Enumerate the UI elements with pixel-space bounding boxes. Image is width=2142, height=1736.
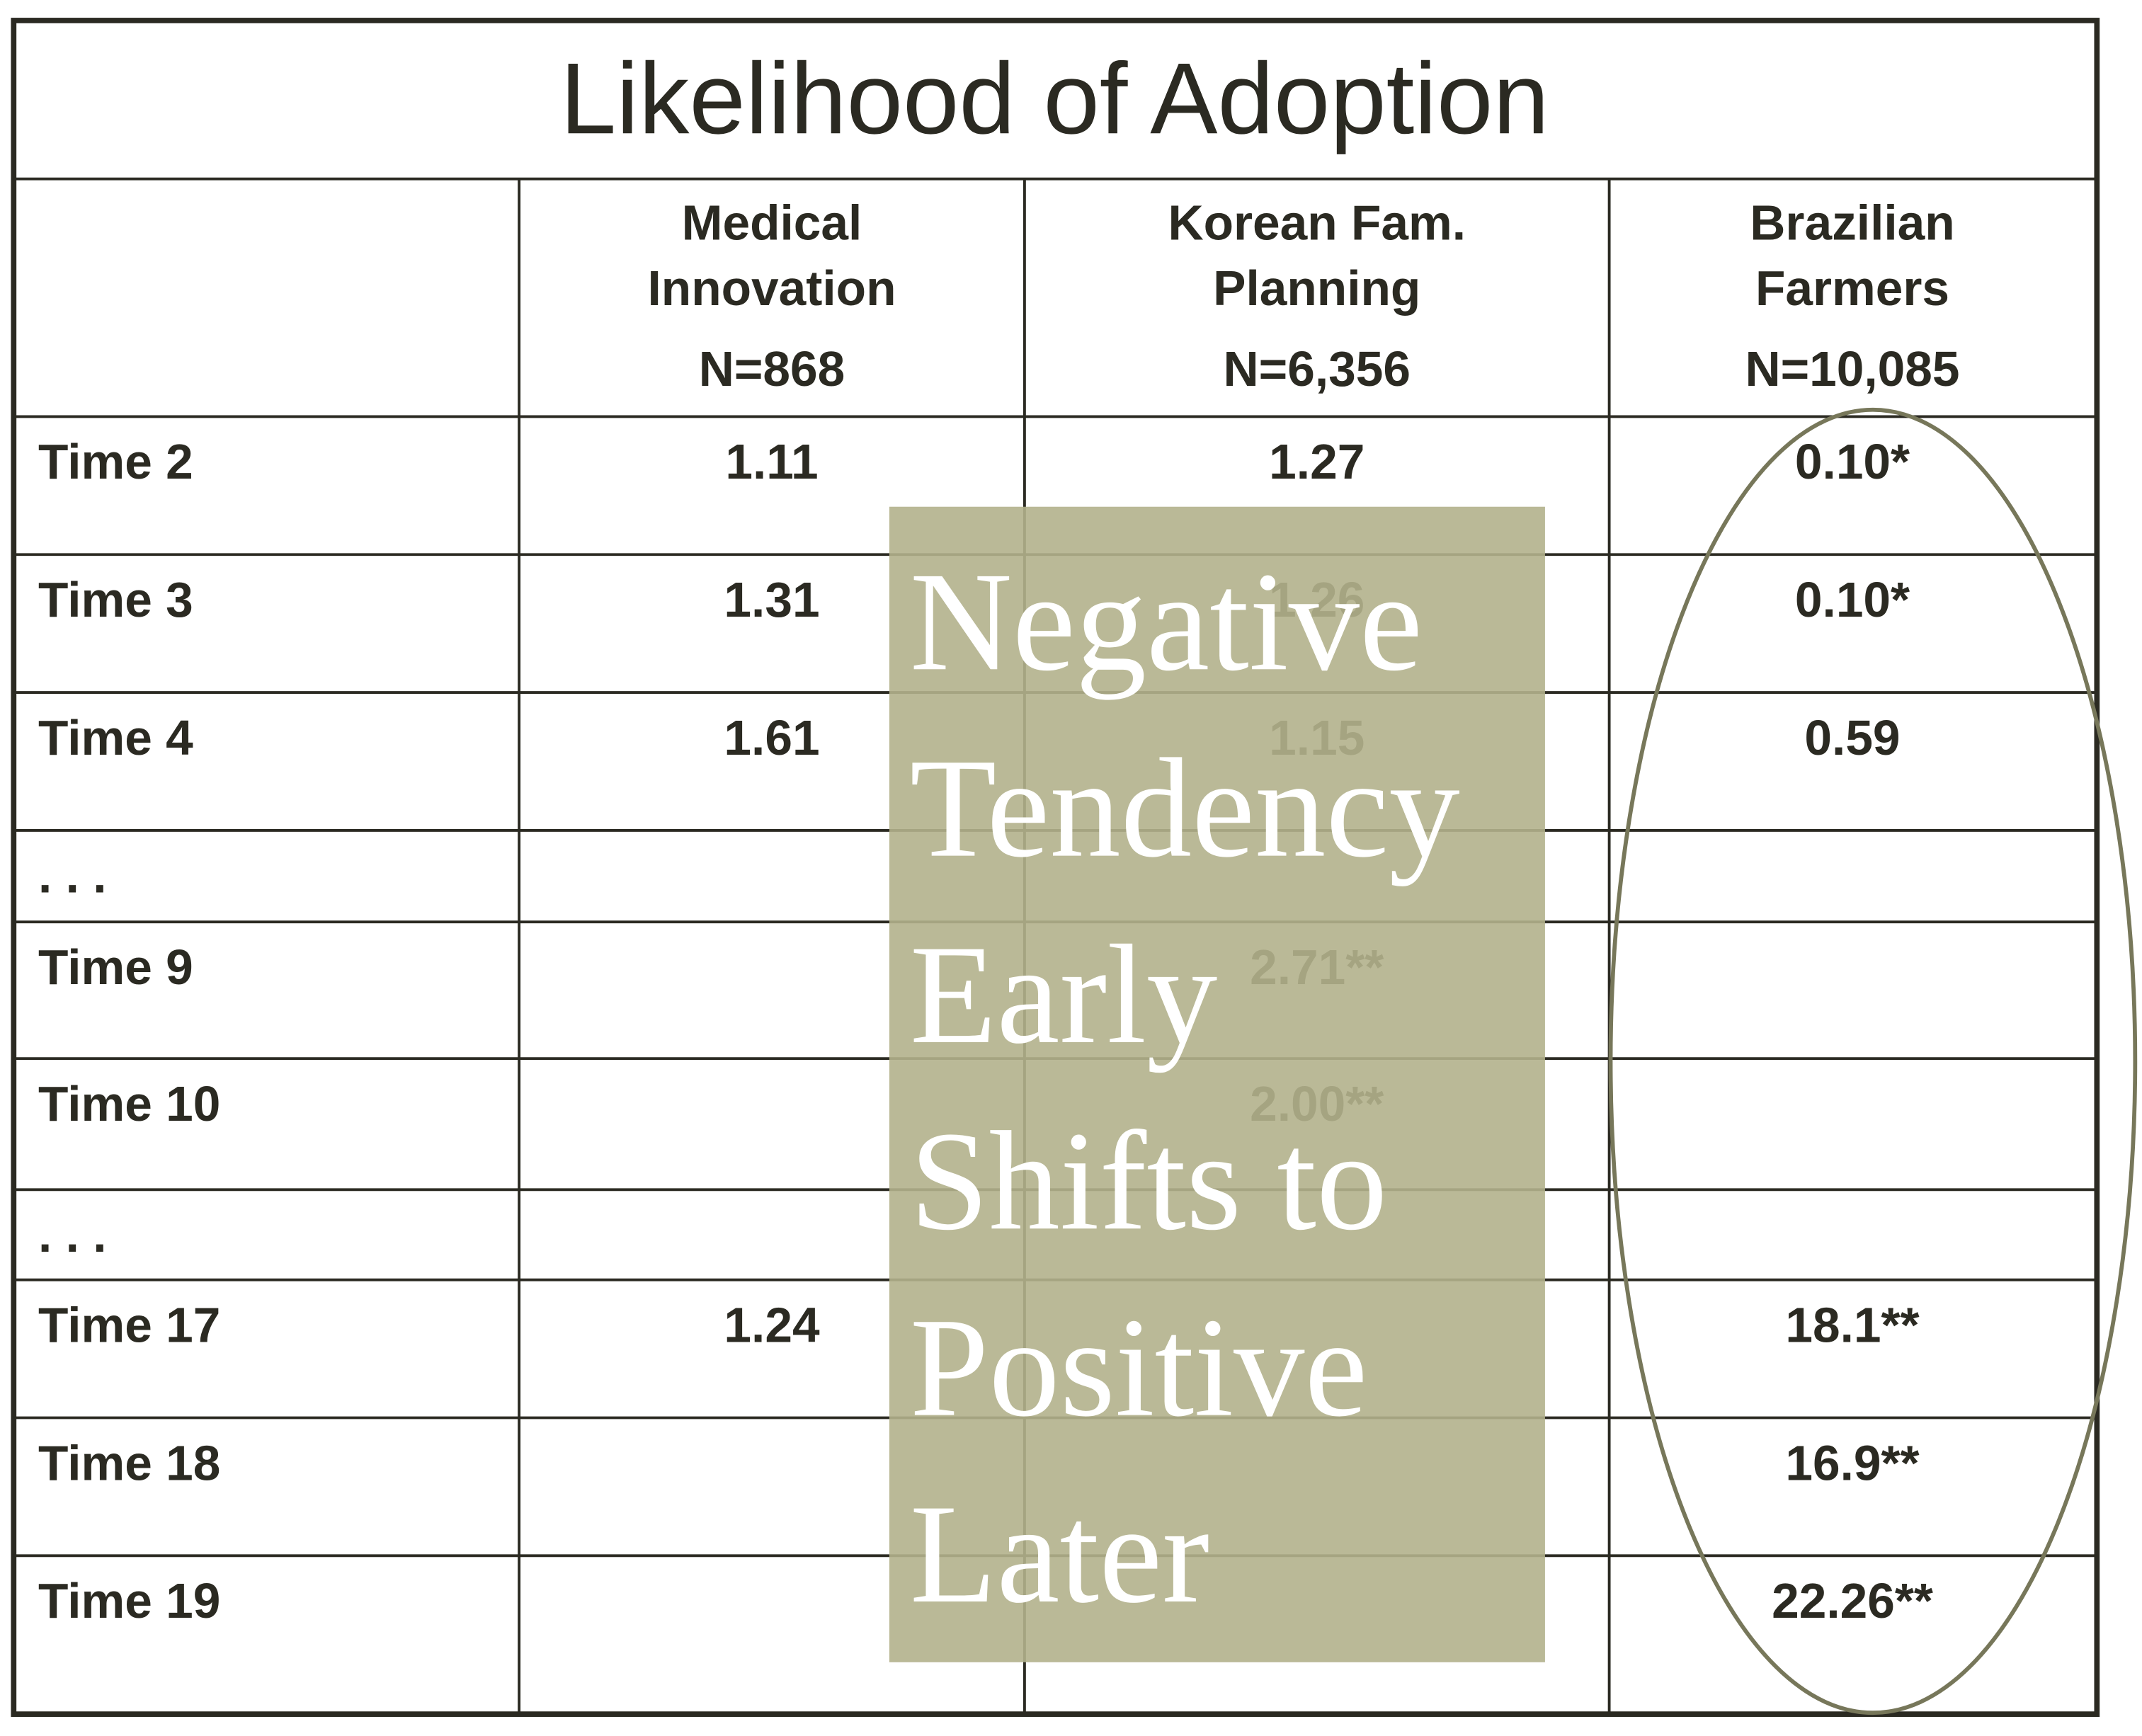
column-header: Medical	[682, 195, 862, 251]
column-n: N=868	[699, 341, 845, 396]
cell: 0.10*	[1795, 434, 1910, 489]
overlay-text: Positive	[910, 1289, 1368, 1446]
cell: 1.24	[724, 1297, 820, 1352]
cell: 1.31	[724, 572, 819, 627]
row-label: Time 2	[38, 434, 193, 489]
cell: 0.10*	[1795, 572, 1910, 627]
overlay-text: Later	[910, 1475, 1209, 1633]
table-title: Likelihood of Adoption	[560, 42, 1549, 155]
cell: 22.26**	[1772, 1573, 1933, 1628]
cell: 18.1**	[1785, 1297, 1919, 1352]
cell: 1.11	[725, 434, 818, 489]
overlay-text: Early	[910, 916, 1217, 1073]
cell: 1.27	[1269, 434, 1365, 489]
row-label: Time 9	[38, 940, 193, 995]
column-header: Farmers	[1755, 261, 1949, 316]
row-label: . . .	[38, 1207, 106, 1262]
highlight-ellipse	[1608, 407, 2138, 1715]
overlay-text: Negative	[910, 543, 1423, 700]
column-header: Korean Fam.	[1168, 195, 1466, 251]
overlay-text: Shifts to	[910, 1102, 1387, 1260]
overlay-box	[889, 506, 1545, 1662]
column-header: Innovation	[647, 261, 896, 316]
column-n: N=10,085	[1745, 341, 1959, 396]
row-label: Time 18	[38, 1435, 220, 1490]
column-n: N=6,356	[1224, 341, 1411, 396]
row-label: . . .	[38, 848, 106, 903]
column-header: Planning	[1213, 261, 1420, 316]
column-header: Brazilian	[1750, 195, 1954, 251]
overlay-text: Tendency	[910, 730, 1460, 887]
row-label: Time 10	[38, 1076, 220, 1131]
cell: 1.61	[724, 710, 819, 765]
row-label: Time 4	[38, 710, 193, 765]
cell: 0.59	[1804, 710, 1900, 765]
row-label: Time 19	[38, 1573, 220, 1628]
cell: 16.9**	[1785, 1435, 1919, 1490]
row-label: Time 3	[38, 572, 193, 627]
row-label: Time 17	[38, 1297, 220, 1352]
